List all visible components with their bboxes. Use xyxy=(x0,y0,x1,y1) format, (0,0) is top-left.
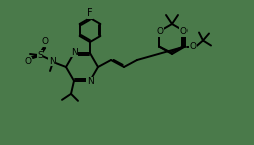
Text: O: O xyxy=(24,58,31,67)
Text: O: O xyxy=(156,27,164,36)
Text: O: O xyxy=(180,27,186,36)
Text: O: O xyxy=(189,42,197,51)
Text: N: N xyxy=(49,57,55,66)
Text: O: O xyxy=(181,27,187,36)
Text: N: N xyxy=(87,77,93,86)
Text: N: N xyxy=(71,48,77,57)
Text: S: S xyxy=(37,50,43,59)
Text: F: F xyxy=(87,8,93,18)
Text: O: O xyxy=(41,38,49,47)
